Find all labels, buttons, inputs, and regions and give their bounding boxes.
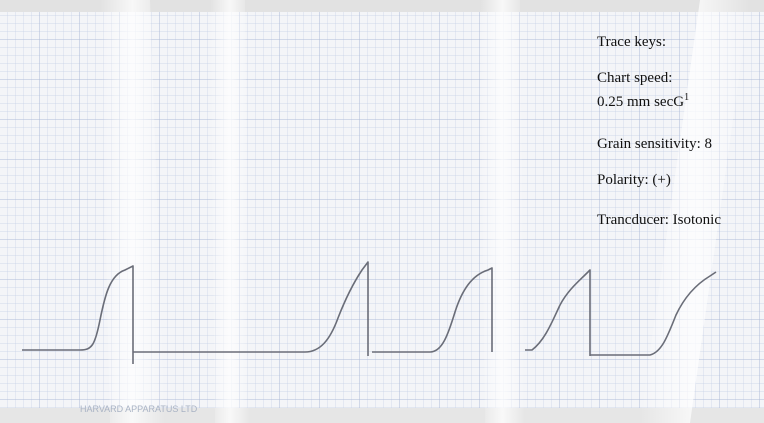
fold xyxy=(210,0,250,423)
recording-photo: HARVARD APPARATUS LTD Trace keys: Chart … xyxy=(0,0,764,423)
chart-speed-text: 0.25 mm secG xyxy=(597,94,684,110)
chart-speed-label: Chart speed: xyxy=(597,70,672,86)
grain-sensitivity: Grain sensitivity: 8 xyxy=(597,136,712,152)
paper-imprint: HARVARD APPARATUS LTD xyxy=(80,404,198,414)
chart-speed-value: 0.25 mm secG1 xyxy=(597,92,689,110)
polarity: Polarity: (+) xyxy=(597,172,671,188)
fold xyxy=(480,0,525,423)
key-heading: Trace keys: xyxy=(597,34,666,50)
chart-speed-exponent: 1 xyxy=(684,92,689,103)
transducer: Trancducer: Isotonic xyxy=(597,212,721,228)
